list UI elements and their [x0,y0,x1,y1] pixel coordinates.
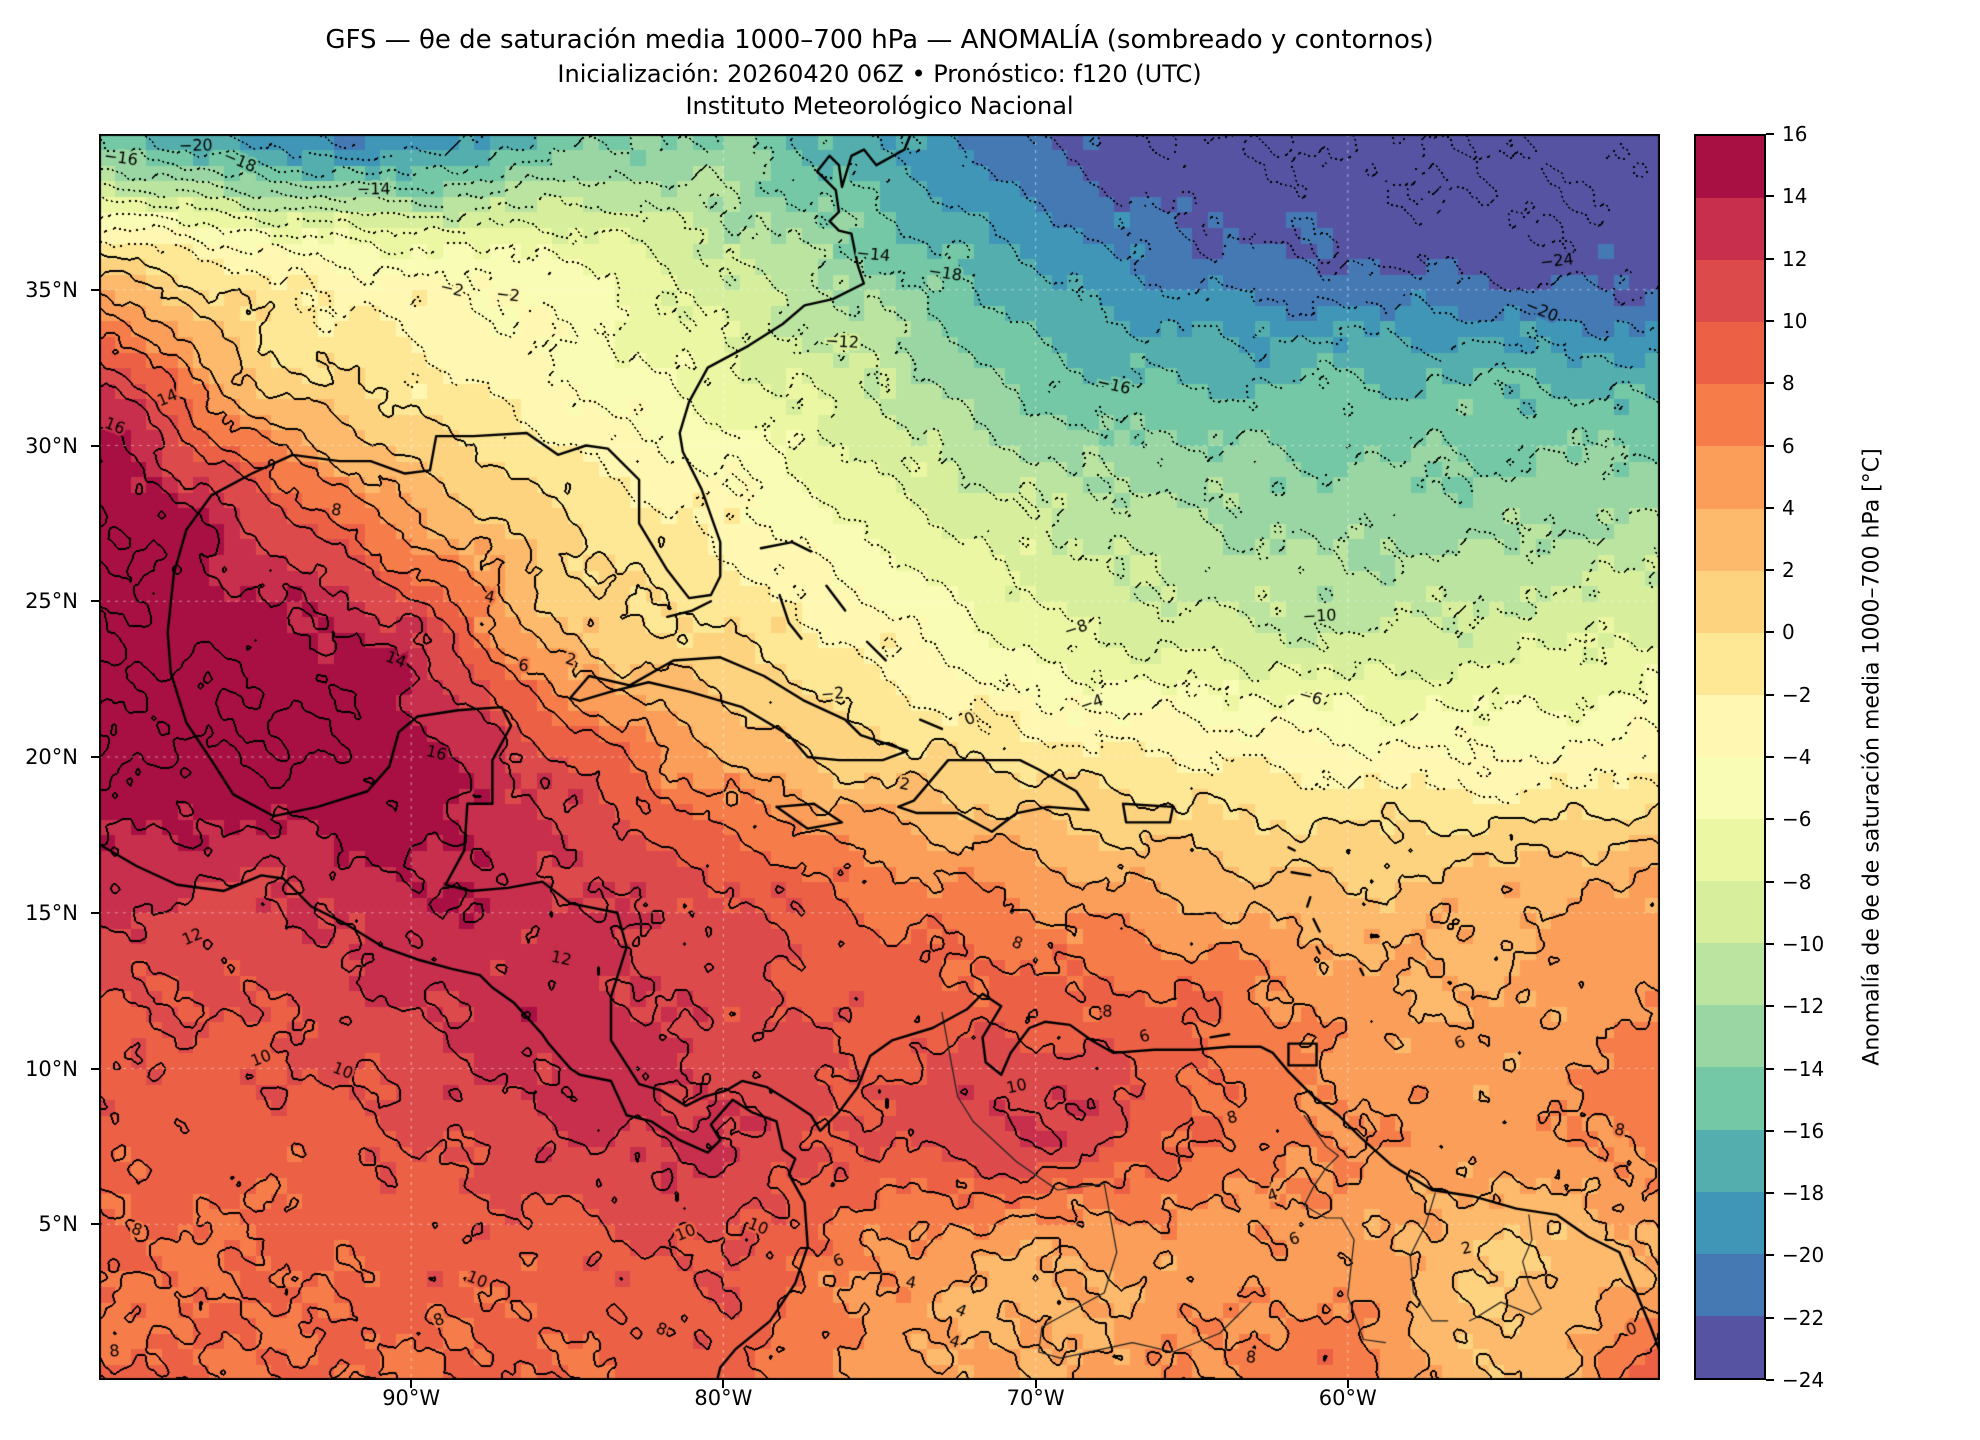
y-tick-mark [91,1223,99,1226]
colorbar-tick-mark [1766,1129,1774,1132]
colorbar-tick-mark [1766,382,1774,385]
colorbar-tick-mark [1766,880,1774,883]
colorbar-tick-mark [1766,756,1774,758]
colorbar-tick-label: 0 [1782,620,1795,645]
colorbar-tick-mark [1766,444,1774,447]
y-tick-label: 25°N [25,589,78,614]
colorbar-tick-label: −18 [1782,1181,1825,1206]
chart-subtitle: Inicialización: 20260420 06Z • Pronóstic… [557,60,1202,88]
colorbar-segment [1696,632,1764,695]
colorbar-segment [1696,694,1764,757]
chart-title: GFS — θe de saturación media 1000–700 hP… [325,25,1434,55]
y-tick-label: 30°N [25,433,78,458]
colorbar-segment [1696,943,1764,1006]
colorbar-tick-mark [1766,1192,1774,1195]
colorbar [1694,134,1766,1380]
y-tick-mark [91,444,99,447]
colorbar-tick-mark [1766,693,1774,696]
colorbar-segment [1696,446,1764,509]
x-tick-mark [1346,1380,1349,1388]
y-tick-mark [91,756,99,758]
colorbar-tick-mark [1766,195,1774,198]
colorbar-segment [1696,1005,1764,1068]
colorbar-tick-mark [1766,569,1774,572]
chart-institution: Instituto Meteorológico Nacional [685,92,1074,120]
colorbar-segment [1696,819,1764,882]
colorbar-tick-mark [1766,506,1774,509]
colorbar-tick-labels: 16 14 12 10 8 6 4 2 0 −2 −4 −6 −8 −10 −12 −14 −16 −18 −20 −… [1766,122,1846,1392]
colorbar-tick-mark [1766,1254,1774,1257]
colorbar-tick-label: −20 [1782,1243,1825,1268]
colorbar-tick-mark [1766,1067,1774,1070]
x-tick-mark [722,1380,725,1388]
colorbar-tick-label: −14 [1782,1056,1825,1081]
colorbar-segment [1696,508,1764,571]
x-tick-label: 80°W [694,1386,753,1410]
colorbar-tick-label: −24 [1782,1368,1825,1392]
colorbar-segment [1696,198,1764,261]
y-tick-mark [91,1067,99,1070]
y-tick-label: 15°N [25,900,78,925]
colorbar-tick-mark [1766,818,1774,821]
colorbar-segment [1696,1315,1764,1378]
colorbar-segment [1696,260,1764,323]
anomaly-map-canvas [99,134,1660,1380]
y-tick-mark [91,911,99,914]
x-tick-mark [1034,1380,1037,1388]
y-tick-label: 20°N [25,745,78,769]
colorbar-tick-label: 8 [1782,371,1795,396]
colorbar-tick-mark [1766,319,1774,322]
colorbar-segment [1696,1129,1764,1192]
colorbar-tick-label: −12 [1782,994,1825,1019]
colorbar-tick-mark [1766,942,1774,945]
colorbar-tick-label: −10 [1782,931,1825,956]
colorbar-tick-mark [1766,1379,1774,1381]
y-tick-mark [91,288,99,291]
y-tick-label: 35°N [25,277,78,302]
colorbar-tick-label: 12 [1782,246,1808,271]
colorbar-segment [1696,1253,1764,1316]
x-tick-label: 70°W [1006,1386,1065,1410]
colorbar-segment [1696,136,1764,199]
colorbar-segment [1696,322,1764,385]
colorbar-segment [1696,1191,1764,1254]
colorbar-tick-label: 14 [1782,184,1808,209]
colorbar-segment [1696,756,1764,820]
x-tick-label: 90°W [382,1386,441,1410]
colorbar-segment [1696,570,1764,633]
colorbar-tick-label: −2 [1782,682,1812,707]
colorbar-tick-label: 6 [1782,433,1795,458]
colorbar-tick-mark [1766,133,1774,135]
colorbar-segment [1696,384,1764,447]
x-tick-label: 60°W [1318,1386,1377,1410]
colorbar-tick-label: −4 [1782,745,1812,769]
x-axis-tick-labels: 90°W 80°W 70°W 60°W [99,1386,1660,1420]
colorbar-tick-mark [1766,1316,1774,1319]
colorbar-tick-mark [1766,257,1774,260]
y-tick-label: 10°N [25,1056,78,1081]
colorbar-tick-label: −22 [1782,1305,1825,1330]
y-tick-mark [91,600,99,603]
chart-header: GFS — θe de saturación media 1000–700 hP… [99,22,1660,122]
colorbar-segment [1696,1067,1764,1130]
colorbar-tick-mark [1766,1005,1774,1008]
colorbar-tick-label: −6 [1782,807,1812,832]
colorbar-tick-label: 10 [1782,308,1808,333]
x-tick-mark [410,1380,413,1388]
colorbar-tick-label: 2 [1782,558,1795,583]
colorbar-tick-mark [1766,631,1774,634]
colorbar-segment [1696,881,1764,944]
colorbar-tick-label: −8 [1782,869,1812,894]
colorbar-tick-label: 4 [1782,495,1795,520]
y-axis-tick-labels: 35°N 30°N 25°N 20°N 15°N 10°N 5°N [0,134,92,1380]
colorbar-tick-label: 16 [1782,122,1808,146]
colorbar-tick-label: −16 [1782,1118,1825,1143]
y-tick-label: 5°N [38,1212,78,1237]
